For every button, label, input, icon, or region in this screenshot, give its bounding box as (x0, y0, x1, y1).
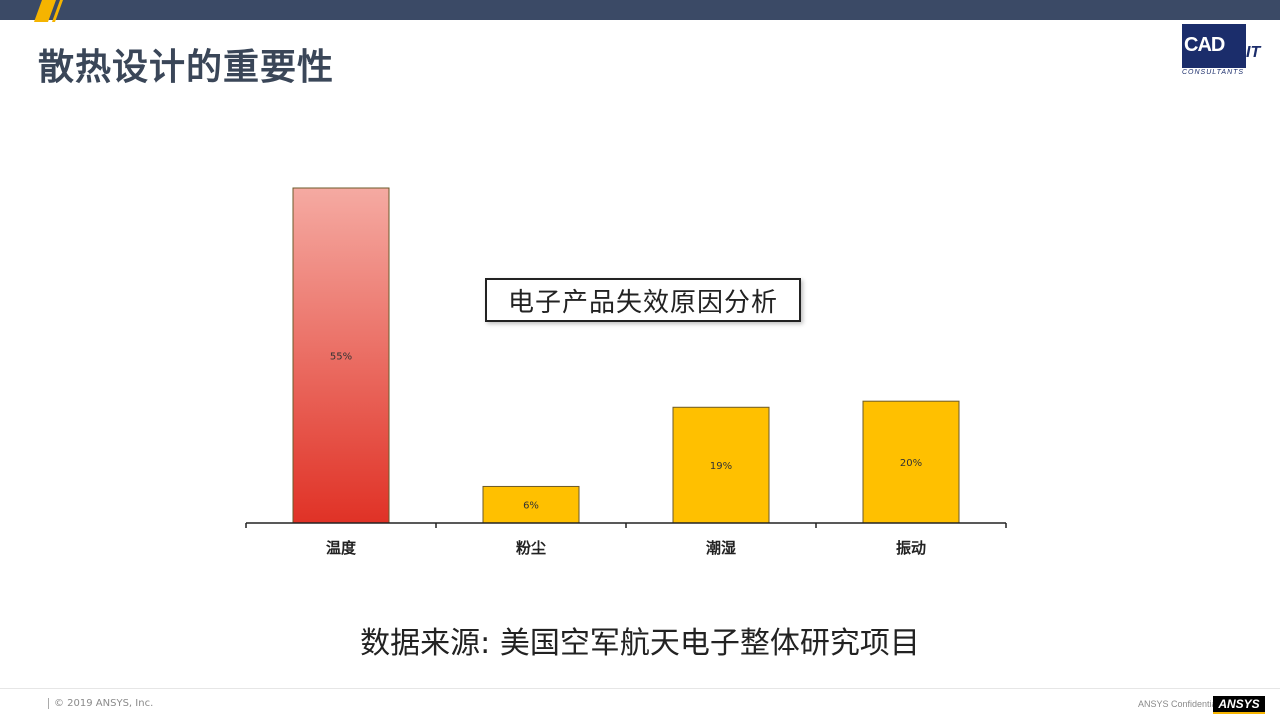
footer-divider (0, 688, 1280, 689)
category-label-1: 粉尘 (516, 539, 546, 557)
category-label-0: 温度 (326, 539, 357, 557)
cad-it-logo: CAD IT CONSULTANTS (1182, 24, 1278, 80)
bar-2 (672, 406, 770, 524)
category-label-2: 潮湿 (706, 539, 736, 557)
bar-0 (292, 187, 390, 524)
logo-main-text: CAD (1184, 34, 1225, 56)
source-note: 数据来源: 美国空军航天电子整体研究项目 (0, 618, 1280, 662)
data-label-1: 6% (523, 501, 539, 512)
bar-1 (482, 485, 580, 524)
logo-subtitle: CONSULTANTS (1182, 69, 1245, 76)
chart-title: 电子产品失效原因分析 (485, 278, 801, 322)
ansys-logo: ANSYS (1213, 696, 1265, 714)
data-label-2: 19% (710, 461, 732, 472)
copyright-text: © 2019 ANSYS, Inc. (48, 698, 153, 709)
bar-3 (862, 400, 960, 524)
logo-box: CAD (1182, 24, 1246, 68)
header-bar (0, 0, 1280, 20)
source-note-text: 数据来源: 美国空军航天电子整体研究项目 (360, 626, 920, 661)
category-label-3: 振动 (896, 539, 926, 557)
confidential-text: ANSYS Confidential (1138, 699, 1219, 709)
data-label-3: 20% (900, 458, 922, 469)
slide-title: 散热设计的重要性 (38, 47, 335, 88)
logo-suffix-text: IT (1246, 44, 1261, 61)
data-label-0: 55% (330, 352, 352, 363)
